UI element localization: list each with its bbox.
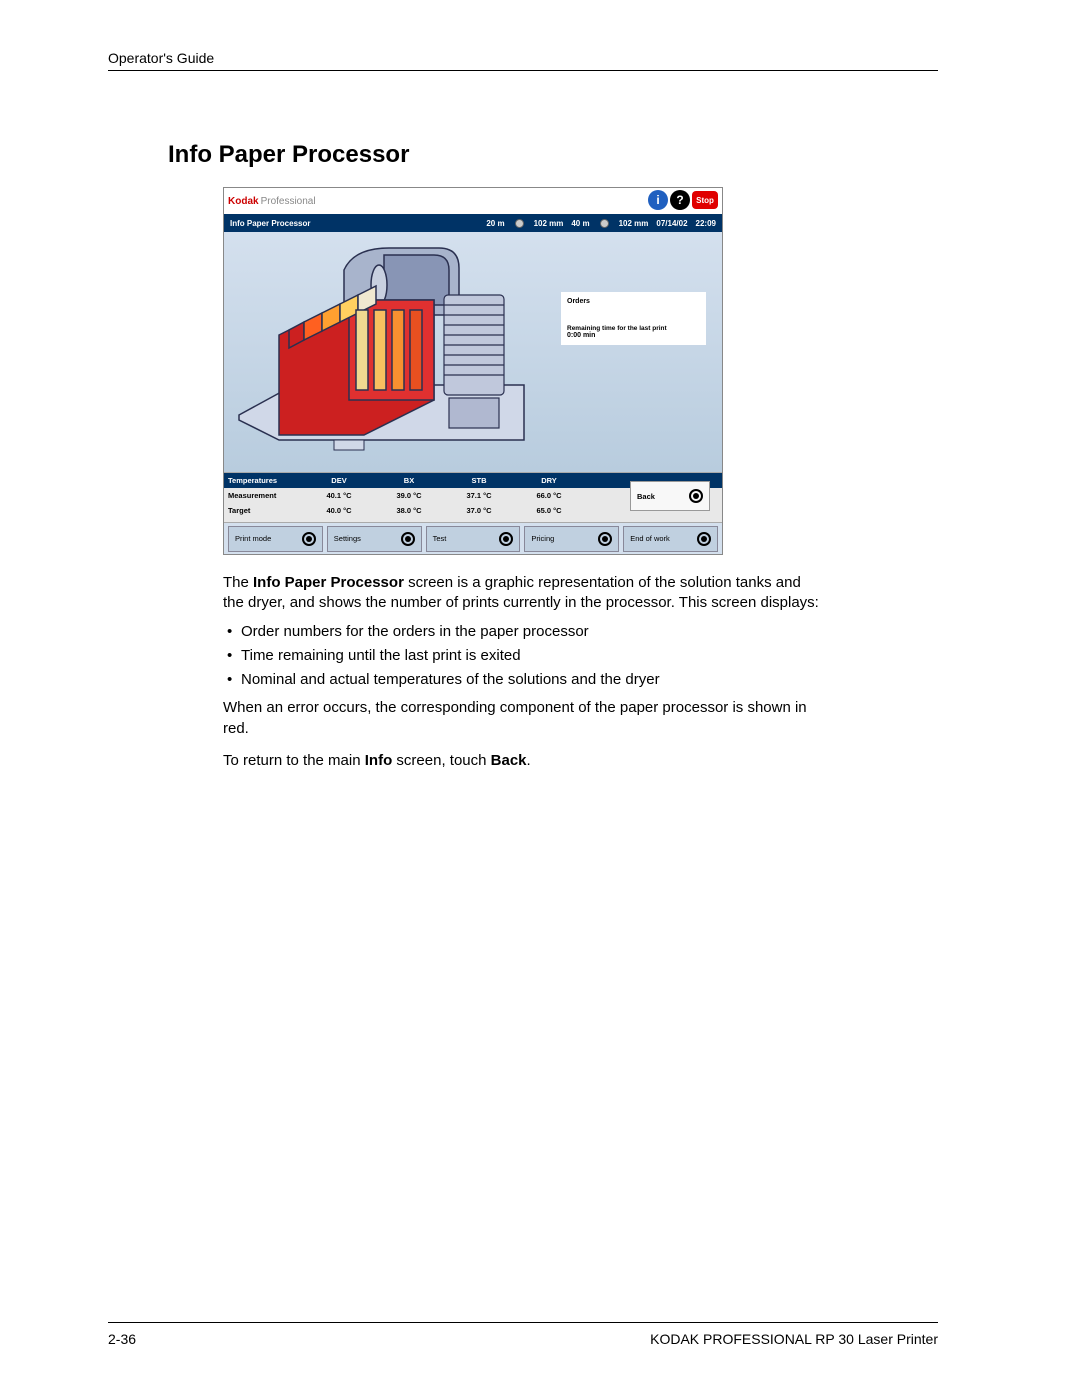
knob-icon [689, 489, 703, 503]
return-note: To return to the main Info screen, touch… [223, 751, 823, 771]
footer-product: KODAK PROFESSIONAL RP 30 Laser Printer [650, 1331, 938, 1347]
status-bar: Info Paper Processor 20 m 102 mm 40 m 10… [224, 214, 722, 232]
paper1-width: 102 mm [534, 219, 564, 228]
paper-roll-icon [515, 219, 524, 228]
temp-value: 66.0 °C [514, 488, 584, 503]
temp-value: 37.0 °C [444, 503, 514, 518]
temp-col-dev: DEV [304, 473, 374, 488]
knob-icon [302, 532, 316, 546]
stop-button[interactable]: Stop [692, 191, 718, 209]
knob-icon [697, 532, 711, 546]
status-date: 07/14/02 [656, 219, 687, 228]
section-title: Info Paper Processor [168, 141, 938, 169]
nav-end-of-work[interactable]: End of work [623, 526, 718, 552]
paper1-length: 20 m [486, 219, 504, 228]
temp-col-dry: DRY [514, 473, 584, 488]
temp-value: 40.1 °C [304, 488, 374, 503]
error-note: When an error occurs, the corresponding … [223, 698, 823, 739]
temp-col-stb: STB [444, 473, 514, 488]
back-button-label: Back [637, 492, 655, 501]
nav-settings[interactable]: Settings [327, 526, 422, 552]
text: . [527, 752, 531, 769]
paper2-width: 102 mm [619, 219, 649, 228]
brand-professional: Professional [261, 196, 316, 207]
knob-icon [401, 532, 415, 546]
text: To return to the main [223, 752, 365, 769]
orders-panel: Orders Remaining time for the last print… [561, 292, 706, 345]
list-item: Time remaining until the last print is e… [223, 646, 823, 666]
main-area: Orders Remaining time for the last print… [224, 232, 722, 472]
temperatures-panel: Temperatures DEV BX STB DRY Measurement … [224, 472, 722, 522]
temp-value: 37.1 °C [444, 488, 514, 503]
nav-label: End of work [630, 534, 670, 543]
temp-row-label: Measurement [224, 488, 304, 503]
processor-diagram [234, 240, 534, 465]
paper2-length: 40 m [571, 219, 589, 228]
nav-test[interactable]: Test [426, 526, 521, 552]
page-footer: 2-36 KODAK PROFESSIONAL RP 30 Laser Prin… [108, 1322, 938, 1347]
nav-label: Pricing [531, 534, 554, 543]
feature-list: Order numbers for the orders in the pape… [223, 622, 823, 691]
page-header: Operator's Guide [108, 50, 938, 71]
temp-col-bx: BX [374, 473, 444, 488]
nav-label: Print mode [235, 534, 271, 543]
temp-row-label: Target [224, 503, 304, 518]
intro-paragraph: The Info Paper Processor screen is a gra… [223, 573, 823, 614]
temp-header-label: Temperatures [224, 473, 304, 488]
screen-title: Info Paper Processor [230, 219, 486, 228]
text: screen, touch [392, 752, 490, 769]
list-item: Order numbers for the orders in the pape… [223, 622, 823, 642]
back-button[interactable]: Back [630, 481, 710, 511]
page-number: 2-36 [108, 1331, 136, 1347]
list-item: Nominal and actual temperatures of the s… [223, 670, 823, 690]
remaining-time-label: Remaining time for the last print [567, 325, 700, 332]
body-text: The Info Paper Processor screen is a gra… [223, 573, 823, 771]
paper-roll-icon [600, 219, 609, 228]
brand-kodak: Kodak [228, 196, 259, 207]
text-bold: Back [491, 752, 527, 769]
orders-title: Orders [567, 298, 700, 305]
text-bold: Info [365, 752, 393, 769]
nav-label: Settings [334, 534, 361, 543]
info-icon[interactable]: i [648, 190, 668, 210]
temp-value: 39.0 °C [374, 488, 444, 503]
temp-value: 65.0 °C [514, 503, 584, 518]
bottom-nav: Print mode Settings Test Pricing End of … [224, 522, 722, 554]
remaining-time-value: 0:00 min [567, 332, 700, 339]
help-icon[interactable]: ? [670, 190, 690, 210]
screenshot-container: Kodak Professional i ? Stop Info Paper P… [223, 187, 723, 555]
text-bold: Info Paper Processor [253, 574, 404, 591]
kodak-screen: Kodak Professional i ? Stop Info Paper P… [223, 187, 723, 555]
topbar: Kodak Professional i ? Stop [224, 188, 722, 214]
nav-label: Test [433, 534, 447, 543]
text: The [223, 574, 253, 591]
knob-icon [598, 532, 612, 546]
status-time: 22:09 [696, 219, 716, 228]
temp-value: 38.0 °C [374, 503, 444, 518]
temp-value: 40.0 °C [304, 503, 374, 518]
nav-pricing[interactable]: Pricing [524, 526, 619, 552]
knob-icon [499, 532, 513, 546]
nav-print-mode[interactable]: Print mode [228, 526, 323, 552]
